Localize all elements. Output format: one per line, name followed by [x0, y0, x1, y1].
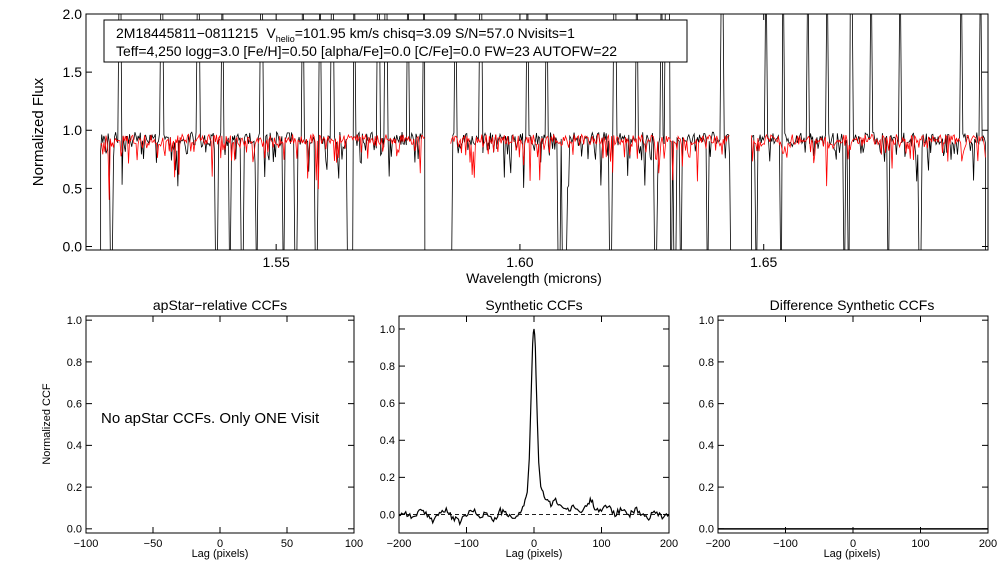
difference-xtick-label: −100 [773, 538, 798, 550]
synthetic-ytick-label: 0.4 [380, 435, 395, 447]
spectrum-ytick-label: 1.0 [63, 122, 83, 138]
spectrum-axes: 1.55 1.60 1.65 0.0 0.5 1.0 1.5 2.0 [63, 6, 988, 270]
spectrum-synthetic-chip-2 [450, 133, 730, 182]
synthetic-title: Synthetic CCFs [485, 297, 582, 313]
apstar-ytick-label: 0.6 [67, 398, 82, 410]
spectrum-ytick-label: 2.0 [63, 6, 83, 22]
synthetic-ytick-label: 0.8 [380, 361, 395, 373]
spectrum-plot-frame [85, 13, 989, 251]
synthetic-axes: −200 −100 0 100 200 0.0 0.2 0.4 0.6 0.8 1.0 [380, 316, 678, 550]
spectrum-observed-chip-3 [751, 14, 986, 250]
spectrum-xlabel: Wavelength (microns) [466, 270, 602, 286]
apstar-ytick-label: 0.0 [67, 524, 82, 536]
synthetic-series [398, 328, 670, 527]
info-v-label: V [266, 25, 276, 41]
apstar-ytick-label: 0.2 [67, 482, 82, 494]
synthetic-xtick-label: −100 [454, 538, 479, 550]
apstar-ytick-label: 0.4 [67, 440, 82, 452]
difference-axes: −200 −100 0 100 200 0.0 0.2 0.4 0.6 0.8 1.0 [699, 315, 997, 550]
spectrum-observed-chip-1 [100, 14, 426, 250]
difference-xtick-label: 200 [979, 538, 997, 550]
synthetic-xtick-label: 100 [592, 538, 610, 550]
spectrum-synthetic-chip-3 [751, 133, 986, 187]
synthetic-xtick-label: 200 [660, 538, 678, 550]
synthetic-ytick-label: 0.2 [380, 472, 395, 484]
info-line-2: Teff=4,250 logg=3.0 [Fe/H]=0.50 [alpha/F… [116, 43, 617, 59]
difference-xlabel: Lag (pixels) [824, 548, 881, 560]
synthetic-ytick-label: 0.0 [380, 509, 395, 521]
info-v-subscript: helio [276, 34, 295, 44]
difference-ytick-label: 0.2 [699, 482, 714, 494]
apstar-ytick-label: 0.8 [67, 357, 82, 369]
apstar-ylabel: Normalized CCF [41, 383, 53, 465]
info-line-1-rest: =101.95 km/s chisq=3.09 S/N=57.0 Nvisits… [295, 25, 575, 41]
spectrum-xtick-label: 1.55 [263, 254, 290, 270]
difference-ytick-label: 1.0 [699, 315, 714, 327]
apstar-xtick-label: 100 [345, 538, 363, 550]
synthetic-plot-frame [398, 315, 670, 534]
apstar-ccf-panel: −100 −50 0 50 100 0.0 0.2 0.4 0.6 0.8 1.0 apStar−r… [41, 297, 363, 560]
spectrum-ytick-label: 1.5 [63, 64, 83, 80]
difference-plot-frame [717, 315, 989, 534]
difference-ytick-label: 0.4 [699, 440, 714, 452]
synthetic-ytick-label: 0.6 [380, 398, 395, 410]
apstar-axes: −100 −50 0 50 100 0.0 0.2 0.4 0.6 0.8 1.0 [67, 315, 363, 550]
apstar-annotation: No apStar CCFs. Only ONE Visit [101, 410, 320, 427]
difference-ytick-label: 0.0 [699, 524, 714, 536]
synthetic-xtick-label: 0 [531, 538, 537, 550]
spectrum-ylabel: Normalized Flux [30, 77, 47, 186]
spectrum-xtick-label: 1.60 [506, 254, 533, 270]
spectrum-ytick-label: 0.5 [63, 180, 83, 196]
difference-title: Difference Synthetic CCFs [770, 297, 935, 313]
spectrum-ytick-label: 0.0 [63, 238, 83, 254]
apstar-xtick-label: 50 [281, 538, 293, 550]
difference-ytick-label: 0.6 [699, 398, 714, 410]
info-line-1: 2M18445811−0811215 Vhelio=101.95 km/s chi… [116, 25, 575, 44]
info-star-id: 2M18445811−0811215 [116, 25, 259, 41]
apstar-xtick-label: −100 [74, 538, 99, 550]
synthetic-xtick-label: −200 [387, 538, 412, 550]
apstar-xtick-label: −50 [144, 538, 163, 550]
spectrum-series-synthetic [100, 133, 986, 200]
synthetic-ytick-label: 1.0 [380, 324, 395, 336]
apstar-title: apStar−relative CCFs [153, 297, 287, 313]
spectrum-info-box [103, 19, 688, 63]
difference-xtick-label: 100 [911, 538, 929, 550]
spectrum-xtick-label: 1.65 [750, 254, 777, 270]
synthetic-xlabel: Lag (pixels) [506, 548, 563, 560]
difference-ytick-label: 0.8 [699, 357, 714, 369]
apstar-xlabel: Lag (pixels) [192, 548, 249, 560]
difference-xtick-label: −200 [706, 538, 731, 550]
synthetic-ccf-line [398, 328, 670, 527]
apstar-ytick-label: 1.0 [67, 315, 82, 327]
apstar-xtick-label: 0 [217, 538, 223, 550]
difference-ccf-panel: −200 −100 0 100 200 0.0 0.2 0.4 0.6 0.8 1.0 Differ… [699, 297, 997, 560]
synthetic-ccf-panel: −200 −100 0 100 200 0.0 0.2 0.4 0.6 0.8 1.0 Synthe… [380, 297, 678, 560]
spectrum-synthetic-chip-1 [100, 133, 425, 200]
difference-xtick-label: 0 [850, 538, 856, 550]
spectrum-panel: 1.55 1.60 1.65 0.0 0.5 1.0 1.5 2.0 2M18445811−0… [30, 6, 989, 286]
spectrum-series [100, 14, 986, 250]
